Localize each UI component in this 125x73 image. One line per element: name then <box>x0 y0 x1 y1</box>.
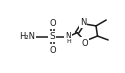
Text: N: N <box>66 32 71 41</box>
Text: O: O <box>49 46 56 55</box>
Text: O: O <box>82 39 88 48</box>
Text: S: S <box>50 32 55 41</box>
Text: H₂N: H₂N <box>19 32 35 41</box>
Text: N: N <box>80 18 86 27</box>
Text: O: O <box>49 19 56 28</box>
Text: H: H <box>66 39 71 44</box>
